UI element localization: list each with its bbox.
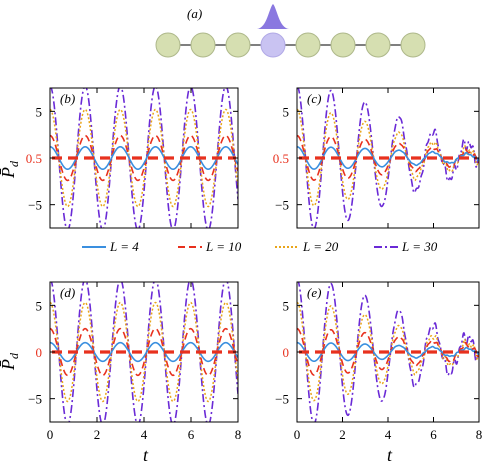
series-line-dashed bbox=[297, 134, 479, 181]
x-tick-label: 0 bbox=[294, 427, 301, 442]
series-line-solid bbox=[50, 145, 238, 171]
series-line-dashdot bbox=[297, 88, 479, 228]
x-tick-label: 8 bbox=[235, 427, 242, 442]
panel-label: (b) bbox=[60, 91, 75, 106]
panel-label: (d) bbox=[60, 285, 75, 300]
y-tick-label: 0 bbox=[36, 345, 43, 360]
chain-site bbox=[190, 32, 216, 58]
x-tick-label: 2 bbox=[339, 427, 346, 442]
plot-frame bbox=[49, 87, 239, 229]
series-line-dashed bbox=[50, 134, 238, 182]
chain-site bbox=[155, 32, 181, 58]
series-line-dashdot bbox=[297, 282, 479, 422]
series-line-solid bbox=[297, 146, 479, 170]
y-tick-label: 0 bbox=[283, 345, 290, 360]
panel-c: 5 0.5 −5 (c) bbox=[273, 87, 480, 229]
y-tick-label: 5 bbox=[283, 104, 290, 119]
x-tick-label: 6 bbox=[430, 427, 437, 442]
y-tick-label: 5 bbox=[36, 104, 43, 119]
chain-site-excited bbox=[260, 32, 286, 58]
y-tick-label: −5 bbox=[28, 198, 42, 213]
y-tick-label: 5 bbox=[36, 298, 43, 313]
svg-text:P̄d: P̄d bbox=[0, 160, 21, 179]
chain-site bbox=[295, 32, 321, 58]
x-axis-title-left: t bbox=[143, 445, 149, 464]
series-line-dashdot bbox=[50, 88, 238, 228]
chain-site bbox=[365, 32, 391, 58]
x-tick-label: 6 bbox=[188, 427, 195, 442]
series-line-solid bbox=[50, 341, 238, 363]
panel-d: 0 2 4 6 8 5 0 −5 (d) bbox=[28, 281, 242, 442]
legend: L = 4 L = 10 L = 20 L = 30 bbox=[82, 239, 438, 254]
x-tick-label: 4 bbox=[385, 427, 392, 442]
panels: 5 0.5 −5 (b) 5 0.5 −5 (c) 0 2 4 6 8 5 0 −5 (d) 0 2 4 6 8 5 0 −5 (… bbox=[26, 87, 483, 442]
legend-entry: L = 20 bbox=[302, 239, 339, 254]
chain-schematic bbox=[155, 4, 426, 58]
series-line-dotted bbox=[50, 301, 238, 403]
panel-label: (c) bbox=[307, 91, 321, 106]
chain-site bbox=[400, 32, 426, 58]
panel-a-label: (a) bbox=[187, 6, 202, 21]
legend-entry: L = 10 bbox=[205, 239, 242, 254]
series-line-solid bbox=[297, 341, 479, 363]
legend-entry: L = 30 bbox=[401, 239, 438, 254]
y-tick-label: −5 bbox=[28, 392, 42, 407]
panel-e: 0 2 4 6 8 5 0 −5 (e) bbox=[275, 281, 483, 442]
series-line-dotted bbox=[50, 108, 238, 208]
y-tick-label: 5 bbox=[283, 298, 290, 313]
excitation-peak bbox=[257, 4, 289, 29]
panel-b: 5 0.5 −5 (b) bbox=[26, 87, 239, 229]
legend-entry: L = 4 bbox=[109, 239, 139, 254]
y-axis-title-top: P̄d bbox=[0, 160, 21, 179]
panel-label: (e) bbox=[307, 285, 321, 300]
y-tick-label: 0.5 bbox=[26, 151, 42, 166]
y-tick-label: −5 bbox=[275, 392, 289, 407]
y-axis-title-bottom: P̄d bbox=[0, 352, 21, 371]
x-tick-label: 4 bbox=[141, 427, 148, 442]
y-tick-label: −5 bbox=[275, 198, 289, 213]
series-line-dashed bbox=[297, 327, 479, 376]
series-line-dashdot bbox=[50, 282, 238, 422]
svg-text:P̄d: P̄d bbox=[0, 352, 21, 371]
chain-site bbox=[225, 32, 251, 58]
x-tick-label: 2 bbox=[94, 427, 101, 442]
chain-site bbox=[330, 32, 356, 58]
y-tick-label: 0.5 bbox=[273, 151, 289, 166]
x-axis-title-right: t bbox=[387, 445, 393, 464]
x-tick-label: 0 bbox=[47, 427, 54, 442]
x-tick-label: 8 bbox=[476, 427, 483, 442]
series-line-dashed bbox=[50, 327, 238, 377]
plot-frame bbox=[49, 281, 239, 423]
